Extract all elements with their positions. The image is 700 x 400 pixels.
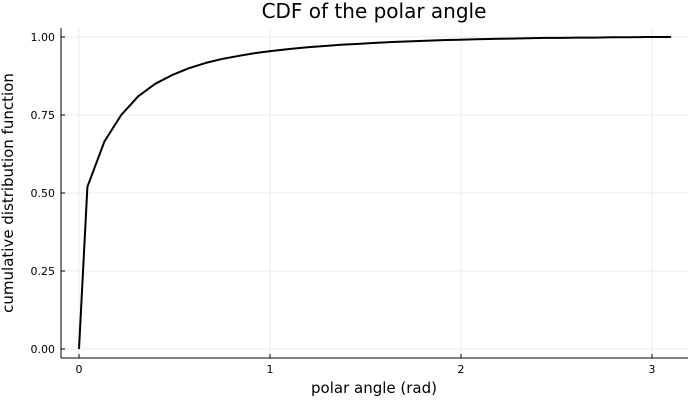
x-tick-label: 2 [458, 363, 465, 376]
y-ticks: 0.00 0.25 0.50 0.75 1.00 [31, 31, 65, 356]
x-tick-label: 0 [76, 363, 83, 376]
y-tick-label: 0.50 [31, 187, 56, 200]
x-ticks: 0 1 2 3 [76, 354, 656, 376]
y-axis-label: cumulative distribution function [0, 73, 17, 313]
grid-lines [61, 28, 688, 358]
chart-title: CDF of the polar angle [262, 0, 487, 23]
y-tick-label: 1.00 [31, 31, 56, 44]
x-tick-label: 1 [267, 363, 274, 376]
y-tick-label: 0.00 [31, 343, 56, 356]
x-tick-label: 3 [649, 363, 656, 376]
y-tick-label: 0.75 [31, 109, 56, 122]
x-axis-label: polar angle (rad) [311, 379, 437, 397]
cdf-line [78, 36, 672, 350]
y-tick-label: 0.25 [31, 265, 56, 278]
